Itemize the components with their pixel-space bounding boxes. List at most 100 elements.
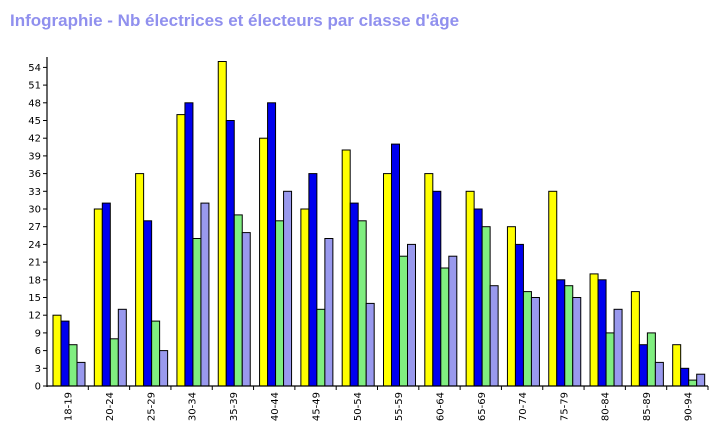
x-tick-label-18-19: 18-19 bbox=[64, 392, 75, 421]
bar-40-44-s2 bbox=[267, 102, 277, 387]
x-tick-label-90-94: 90-94 bbox=[683, 392, 694, 421]
bar-18-19-s1 bbox=[52, 314, 62, 387]
bar-18-19-s4 bbox=[76, 361, 86, 387]
y-tick-label-9: 9 bbox=[35, 328, 41, 339]
y-tick-label-6: 6 bbox=[35, 346, 41, 357]
bar-75-79-s4 bbox=[572, 297, 582, 387]
bar-30-34-s4 bbox=[200, 202, 210, 387]
y-tick-label-0: 0 bbox=[35, 382, 41, 393]
bar-20-24-s2 bbox=[101, 202, 111, 387]
bar-45-49-s2 bbox=[308, 173, 318, 387]
y-tick-label-45: 45 bbox=[28, 116, 41, 127]
bar-70-74-s2 bbox=[514, 243, 524, 387]
bar-75-79-s3 bbox=[564, 285, 574, 387]
bar-80-84-s1 bbox=[589, 273, 599, 387]
bar-70-74-s3 bbox=[522, 291, 532, 387]
bar-65-69-s1 bbox=[465, 190, 475, 387]
y-tick-label-51: 51 bbox=[28, 81, 41, 92]
x-tick-label-75-79: 75-79 bbox=[559, 392, 570, 421]
y-tick-label-3: 3 bbox=[35, 364, 41, 375]
bar-20-24-s4 bbox=[117, 308, 127, 387]
bar-90-94-s2 bbox=[680, 367, 690, 387]
x-tick-label-85-89: 85-89 bbox=[642, 392, 653, 421]
x-tick-label-50-54: 50-54 bbox=[353, 392, 364, 421]
bar-80-84-s2 bbox=[597, 279, 607, 387]
x-tick-label-30-34: 30-34 bbox=[188, 392, 199, 421]
bar-55-59-s3 bbox=[399, 255, 408, 387]
bar-70-74-s4 bbox=[530, 297, 540, 387]
bar-60-64-s1 bbox=[424, 173, 434, 387]
bar-30-34-s3 bbox=[192, 238, 202, 387]
bar-20-24-s1 bbox=[93, 208, 103, 387]
y-tick-label-18: 18 bbox=[28, 275, 41, 286]
bar-65-69-s4 bbox=[489, 285, 499, 387]
bar-35-39-s1 bbox=[217, 61, 227, 387]
y-tick-label-42: 42 bbox=[28, 134, 41, 145]
x-tick-label-55-59: 55-59 bbox=[394, 392, 405, 421]
y-tick-label-54: 54 bbox=[28, 63, 41, 74]
bar-75-79-s1 bbox=[548, 190, 558, 387]
bar-60-64-s2 bbox=[432, 190, 442, 387]
chart-title: Infographie - Nb électrices et électeurs… bbox=[10, 11, 460, 30]
x-tick-label-70-74: 70-74 bbox=[518, 392, 529, 421]
x-tick-label-35-39: 35-39 bbox=[229, 392, 240, 421]
bar-45-49-s1 bbox=[300, 208, 310, 387]
bar-40-44-s3 bbox=[275, 220, 285, 387]
y-tick-label-36: 36 bbox=[28, 169, 41, 180]
bar-25-29-s2 bbox=[143, 220, 153, 387]
bar-90-94-s1 bbox=[672, 344, 682, 387]
bar-45-49-s3 bbox=[316, 308, 326, 387]
bar-20-24-s3 bbox=[109, 338, 119, 387]
bar-40-44-s1 bbox=[259, 137, 269, 387]
bar-50-54-s4 bbox=[365, 302, 375, 387]
bar-30-34-s2 bbox=[184, 102, 194, 387]
bar-50-54-s1 bbox=[341, 149, 351, 387]
bar-45-49-s4 bbox=[324, 238, 334, 387]
x-tick-label-45-49: 45-49 bbox=[312, 392, 323, 421]
bar-85-89-s1 bbox=[630, 291, 640, 387]
y-tick-label-33: 33 bbox=[28, 187, 41, 198]
x-tick-label-40-44: 40-44 bbox=[270, 392, 281, 421]
bar-90-94-s4 bbox=[696, 373, 706, 387]
bar-55-59-s1 bbox=[383, 173, 392, 387]
bar-35-39-s2 bbox=[225, 120, 235, 387]
y-tick-label-24: 24 bbox=[28, 240, 41, 251]
x-tick-label-20-24: 20-24 bbox=[105, 392, 116, 421]
y-tick-label-39: 39 bbox=[28, 151, 41, 162]
bar-35-39-s4 bbox=[241, 232, 251, 387]
x-tick-label-80-84: 80-84 bbox=[601, 392, 612, 421]
bar-80-84-s4 bbox=[613, 308, 623, 387]
bar-18-19-s2 bbox=[60, 320, 70, 387]
x-tick-label-60-64: 60-64 bbox=[435, 392, 446, 421]
y-tick-label-12: 12 bbox=[28, 311, 41, 322]
bar-70-74-s1 bbox=[506, 226, 516, 387]
bar-90-94-s3 bbox=[688, 379, 698, 387]
bar-25-29-s4 bbox=[159, 350, 169, 387]
bar-25-29-s3 bbox=[151, 320, 161, 387]
bar-60-64-s4 bbox=[448, 255, 458, 387]
bar-55-59-s4 bbox=[407, 243, 416, 387]
bar-50-54-s2 bbox=[349, 202, 359, 387]
bar-30-34-s1 bbox=[176, 114, 186, 387]
bar-85-89-s3 bbox=[646, 332, 656, 387]
bar-40-44-s4 bbox=[283, 190, 293, 387]
bar-85-89-s2 bbox=[638, 344, 648, 387]
bar-35-39-s3 bbox=[233, 214, 243, 387]
y-tick-label-27: 27 bbox=[28, 222, 41, 233]
bar-65-69-s2 bbox=[473, 208, 483, 387]
x-tick-label-25-29: 25-29 bbox=[146, 392, 157, 421]
y-tick-label-21: 21 bbox=[28, 258, 41, 269]
bar-50-54-s3 bbox=[357, 220, 367, 387]
bar-80-84-s3 bbox=[605, 332, 615, 387]
y-tick-label-15: 15 bbox=[28, 293, 41, 304]
bar-75-79-s2 bbox=[556, 279, 566, 387]
bar-55-59-s2 bbox=[391, 143, 400, 387]
x-tick-label-65-69: 65-69 bbox=[477, 392, 488, 421]
bars-group bbox=[52, 61, 706, 387]
bar-65-69-s3 bbox=[481, 226, 491, 387]
bar-18-19-s3 bbox=[68, 344, 78, 387]
bar-85-89-s4 bbox=[654, 361, 664, 387]
y-tick-label-48: 48 bbox=[28, 98, 41, 109]
